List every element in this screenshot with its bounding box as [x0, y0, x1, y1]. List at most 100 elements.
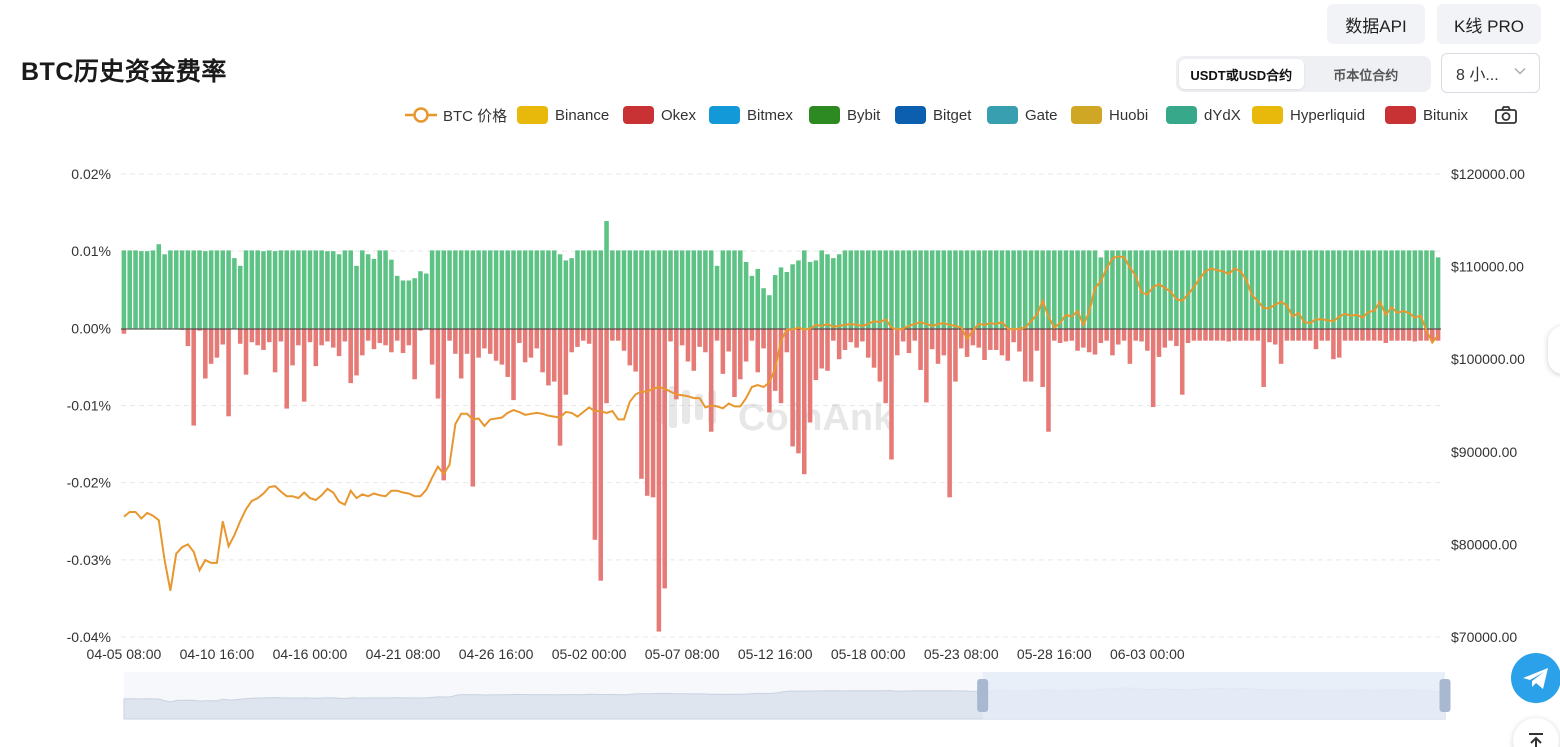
interval-select[interactable]: 8 小... [1441, 53, 1540, 93]
negative-bar [1243, 328, 1249, 341]
negative-bar [964, 328, 970, 357]
positive-bar [1255, 250, 1261, 329]
scroll-top-button[interactable] [1513, 718, 1559, 747]
positive-bar [1069, 250, 1075, 329]
slider-selection[interactable] [982, 672, 1445, 719]
legend-label: Hyperliquid [1290, 106, 1366, 124]
legend-item-okex[interactable]: Okex [623, 104, 696, 126]
positive-bar [173, 250, 179, 329]
positive-bar [1174, 250, 1179, 329]
positive-bar [371, 258, 377, 329]
watermark: CoinAnk [656, 386, 895, 439]
coin-margined-option[interactable]: 币本位合约 [1333, 67, 1399, 83]
negative-bar [674, 328, 679, 400]
positive-bar [767, 295, 772, 329]
negative-bar [470, 328, 476, 487]
telegram-button[interactable] [1511, 653, 1560, 703]
legend-swatch [1071, 106, 1102, 124]
x-tick: 04-21 08:00 [366, 646, 441, 662]
positive-bar [447, 250, 452, 329]
legend-item-bybit[interactable]: Bybit [809, 104, 880, 126]
negative-bar [534, 328, 540, 349]
x-tick: 05-28 16:00 [1017, 646, 1092, 662]
watermark-text: CoinAnk [738, 397, 895, 439]
legend-item-bitget[interactable]: Bitget [895, 104, 971, 126]
negative-bar [860, 328, 865, 342]
positive-bar [575, 250, 580, 329]
positive-bar [354, 265, 359, 329]
negative-bar [255, 328, 260, 346]
positive-bar [307, 250, 313, 329]
positive-bar [325, 251, 330, 329]
positive-bar [1005, 250, 1011, 329]
usdt-contract-option[interactable]: USDT或USD合约 [1179, 59, 1304, 89]
positive-bar [1116, 250, 1121, 329]
arrow-up-icon [1529, 733, 1543, 747]
positive-bar [1412, 250, 1418, 329]
negative-bar [1430, 328, 1435, 341]
positive-bar [895, 250, 900, 329]
legend-item-btc-price[interactable]: BTC 价格 [405, 104, 507, 126]
negative-bar [831, 328, 836, 341]
positive-bar [243, 250, 249, 329]
y-right-tick: $70000.00 [1451, 629, 1517, 645]
negative-bar [464, 328, 470, 354]
negative-bar [1319, 328, 1325, 341]
positive-bar [1179, 250, 1185, 329]
legend-item-huobi[interactable]: Huobi [1071, 104, 1148, 126]
negative-bar [563, 328, 569, 395]
positive-bar [924, 250, 929, 329]
data-api-button[interactable]: 数据API [1327, 4, 1425, 44]
legend-item-hyperliquid[interactable]: Hyperliquid [1252, 104, 1365, 126]
positive-bar [691, 250, 697, 329]
positive-bar [220, 250, 226, 329]
x-tick: 05-23 08:00 [924, 646, 999, 662]
positive-bar [1214, 250, 1220, 329]
negative-bar [214, 328, 220, 358]
negative-bar [581, 328, 586, 341]
legend-item-gate[interactable]: Gate [987, 104, 1058, 126]
slider-handle-right[interactable] [1439, 679, 1451, 712]
chevron-down-icon [1514, 67, 1526, 75]
positive-bar [412, 278, 417, 329]
positive-bar [493, 250, 499, 329]
side-panel-tab[interactable] [1548, 326, 1560, 374]
positive-bar [807, 261, 813, 329]
negative-bar [354, 328, 359, 376]
positive-bar [813, 260, 819, 329]
negative-bar [394, 328, 400, 341]
positive-bar [1057, 250, 1063, 329]
contract-type-toggle: USDT或USD合约 币本位合约 [1176, 56, 1431, 92]
positive-bar [1261, 250, 1266, 329]
camera-icon[interactable] [1494, 105, 1518, 125]
kline-pro-button[interactable]: K线 PRO [1437, 4, 1541, 44]
positive-bar [482, 250, 487, 329]
legend-item-binance[interactable]: Binance [517, 104, 609, 126]
positive-bar [458, 250, 464, 329]
negative-bar [586, 328, 592, 344]
negative-bar [865, 328, 871, 358]
positive-bar [144, 251, 150, 329]
negative-bar [191, 328, 196, 426]
positive-bar [586, 250, 592, 329]
positive-bar [941, 250, 947, 329]
negative-bar [1028, 328, 1034, 382]
negative-bar [1395, 328, 1400, 341]
positive-bar [540, 250, 545, 329]
negative-bar [848, 328, 854, 343]
negative-bar [1302, 328, 1307, 341]
positive-bar [1278, 250, 1284, 329]
negative-bar [1057, 328, 1063, 343]
negative-bar [988, 328, 993, 350]
slider-handle-left[interactable] [977, 679, 989, 712]
legend-item-dydx[interactable]: dYdX [1166, 104, 1241, 126]
positive-bar [284, 250, 289, 329]
negative-bar [644, 328, 650, 496]
legend-label: Okex [661, 106, 697, 124]
zoom-slider[interactable] [123, 672, 1451, 720]
negative-bar [982, 328, 987, 360]
legend-swatch [517, 106, 548, 124]
legend-item-bitunix[interactable]: Bitunix [1385, 104, 1468, 126]
legend-item-bitmex[interactable]: Bitmex [709, 104, 793, 126]
